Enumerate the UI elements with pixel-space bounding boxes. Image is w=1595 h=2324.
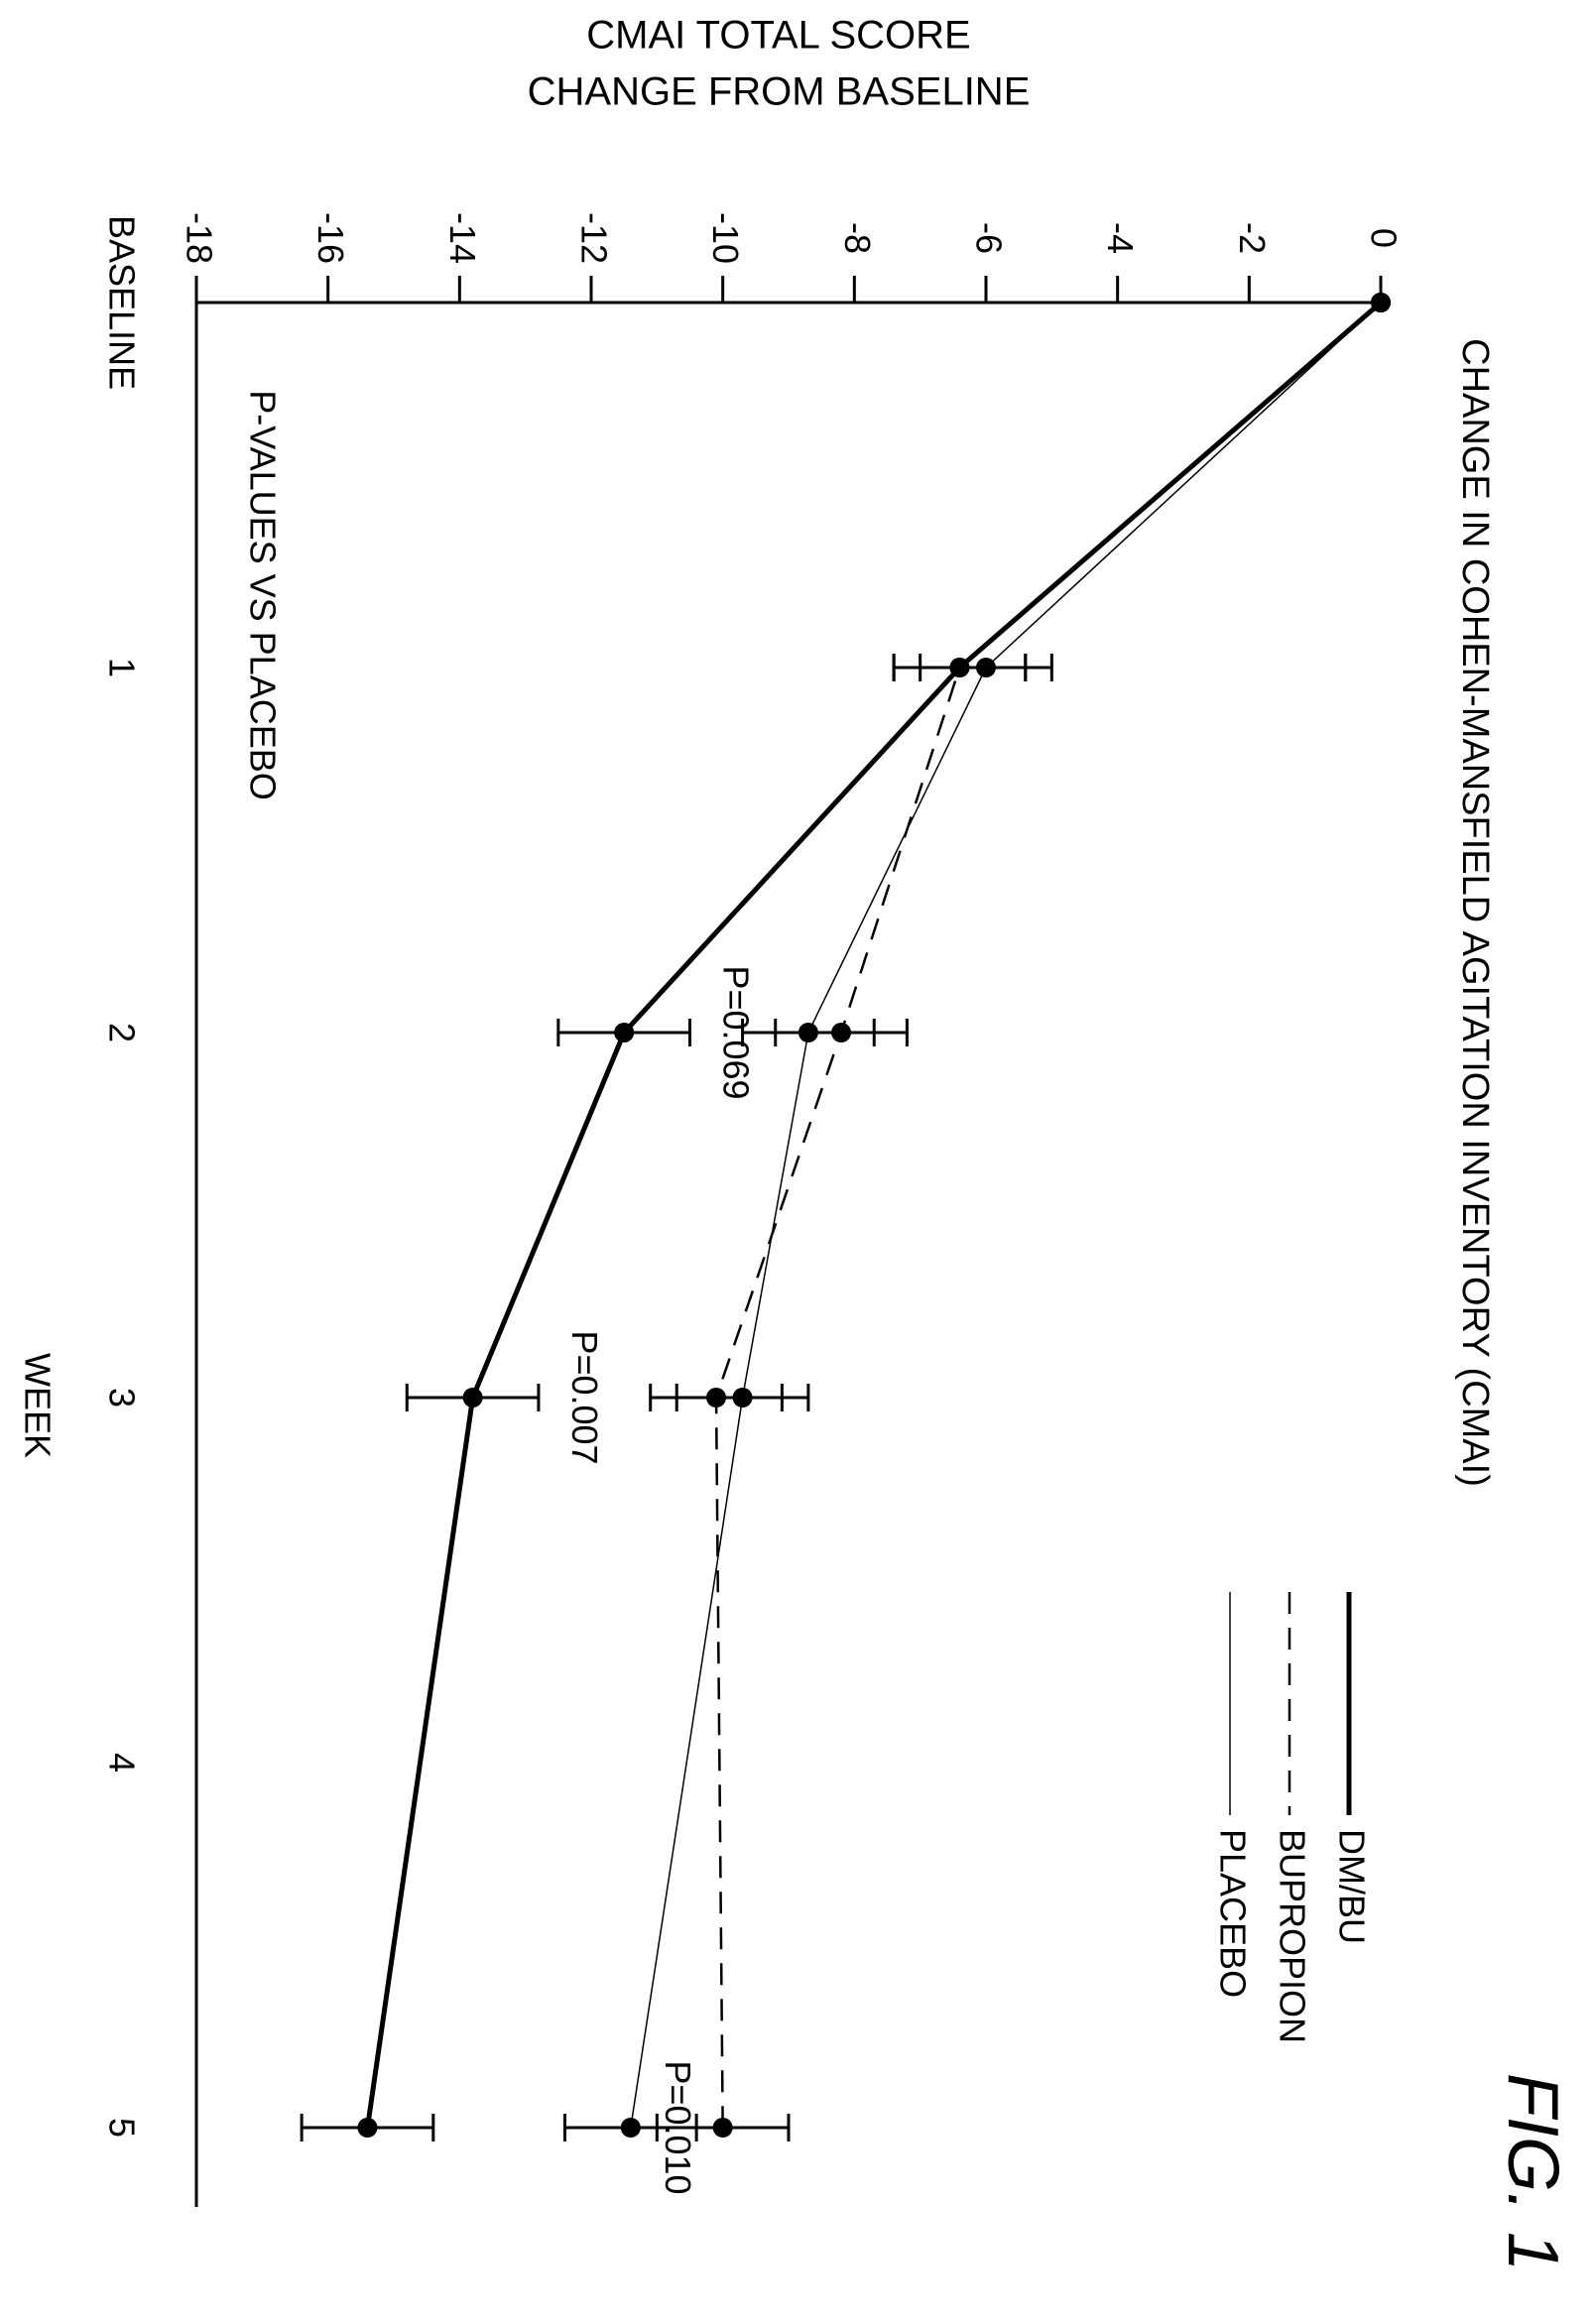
y-tick-label: -4 (1100, 222, 1141, 254)
legend-label: PLACEBO (1212, 1829, 1253, 1998)
figure-label: FIG. 1 (1493, 2073, 1572, 2271)
pvalue-label: P=0.010 (658, 2060, 698, 2194)
chart-title: CHANGE IN COHEN-MANSFIELD AGITATION INVE… (1454, 338, 1496, 1487)
data-point (357, 2118, 378, 2138)
data-point (712, 2118, 733, 2138)
y-tick-label: -12 (573, 212, 614, 264)
x-tick-label: 5 (101, 2118, 142, 2138)
data-point (798, 1023, 818, 1042)
data-point (732, 1388, 753, 1407)
series-line (630, 302, 1382, 2129)
pvalue-header: P-VALUES VS PLACEBO (242, 390, 283, 800)
data-point (1371, 293, 1391, 312)
x-tick-label: 1 (101, 658, 142, 677)
data-point (614, 1023, 635, 1042)
data-point (620, 2118, 641, 2138)
y-tick-label: 0 (1363, 228, 1404, 248)
x-tick-label: 3 (101, 1388, 142, 1407)
y-tick-label: -2 (1232, 222, 1273, 254)
y-tick-label: -16 (310, 212, 351, 264)
y-tick-label: -14 (442, 212, 483, 264)
y-axis-title-line1: CMAI TOTAL SCORE (586, 14, 970, 58)
legend-label: BUPROPION (1272, 1829, 1312, 2043)
legend-label: DM/BU (1331, 1829, 1372, 1944)
pvalue-label: P=0.007 (564, 1330, 605, 1464)
data-point (976, 658, 996, 677)
y-tick-label: -6 (968, 222, 1009, 254)
data-point (462, 1388, 483, 1407)
x-axis-title: WEEK (17, 1353, 58, 1458)
y-tick-label: -18 (179, 212, 219, 264)
y-tick-label: -10 (705, 212, 746, 264)
x-tick-label: 2 (101, 1023, 142, 1042)
y-tick-label: -8 (837, 222, 878, 254)
y-axis-title-line2: CHANGE FROM BASELINE (528, 70, 1031, 114)
x-tick-label: 4 (101, 1753, 142, 1773)
x-tick-label: BASELINE (101, 215, 142, 390)
pvalue-label: P=0.069 (716, 965, 757, 1099)
